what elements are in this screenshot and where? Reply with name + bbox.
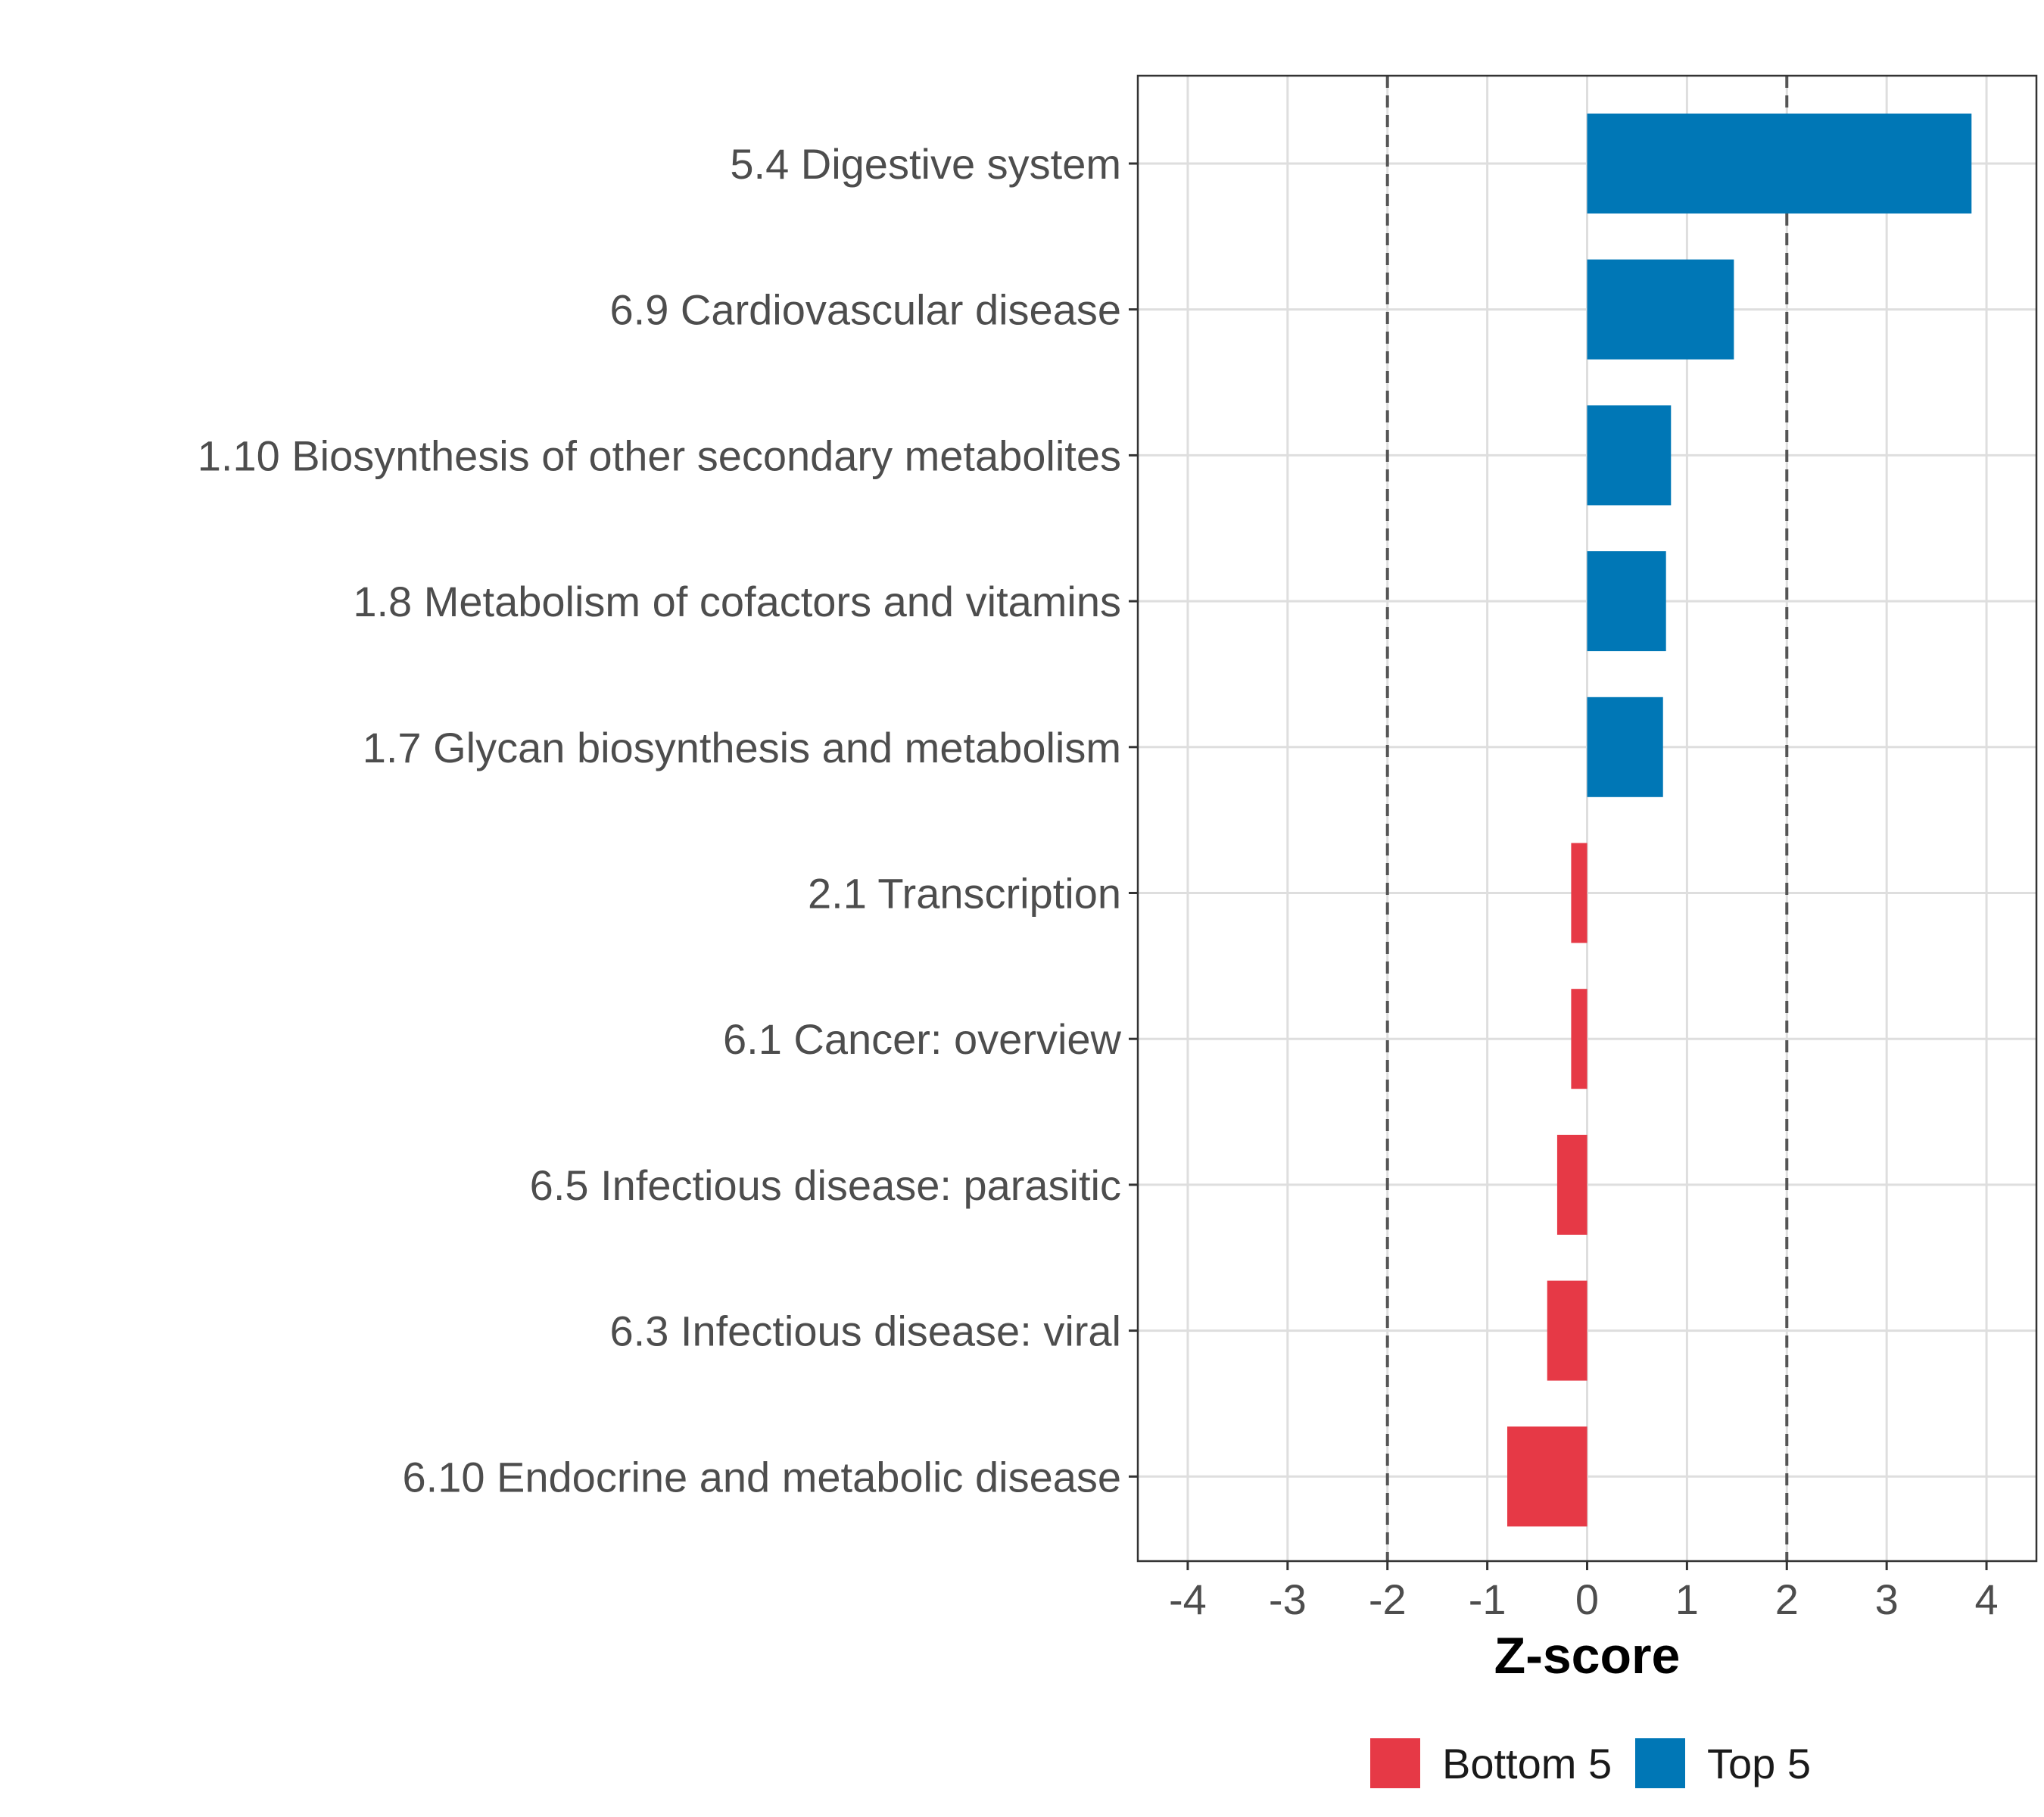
x-tick-label-5: 1 xyxy=(1675,1575,1699,1623)
x-tick-label-8: 4 xyxy=(1974,1575,1998,1623)
x-tick-label-0: -4 xyxy=(1169,1575,1207,1623)
legend-label-1: Top 5 xyxy=(1707,1740,1811,1787)
bars xyxy=(1507,114,1972,1527)
y-axis: 5.4 Digestive system 6.9 Cardiovascular d… xyxy=(198,140,1138,1501)
category-label-5: 2.1 Transcription xyxy=(808,870,1121,918)
x-tick-label-3: -1 xyxy=(1469,1575,1507,1623)
x-tick-label-1: -3 xyxy=(1269,1575,1307,1623)
category-label-2: 1.10 Biosynthesis of other secondary met… xyxy=(198,432,1121,479)
category-label-0: 5.4 Digestive system xyxy=(730,140,1121,188)
bar-2 xyxy=(1587,405,1672,506)
x-tick-label-6: 2 xyxy=(1775,1575,1799,1623)
category-label-3: 1.8 Metabolism of cofactors and vitamins xyxy=(353,578,1121,625)
category-label-7: 6.5 Infectious disease: parasitic xyxy=(530,1161,1121,1209)
category-label-6: 6.1 Cancer: overview xyxy=(723,1015,1122,1063)
legend: Bottom 5 Top 5 xyxy=(1370,1738,1811,1788)
bar-4 xyxy=(1587,697,1663,797)
bar-1 xyxy=(1587,259,1734,360)
category-label-9: 6.10 Endocrine and metabolic disease xyxy=(402,1453,1121,1501)
bar-6 xyxy=(1571,989,1588,1089)
reference-lines xyxy=(1385,76,1789,1561)
bar-9 xyxy=(1507,1426,1588,1527)
x-axis: -4 -3 -2 -1 0 1 2 3 4 xyxy=(1169,1561,1999,1623)
x-tick-label-7: 3 xyxy=(1875,1575,1899,1623)
bar-8 xyxy=(1547,1280,1588,1381)
bar-5 xyxy=(1571,843,1588,943)
category-label-8: 6.3 Infectious disease: viral xyxy=(610,1307,1121,1355)
legend-key-0 xyxy=(1370,1738,1420,1788)
category-label-1: 6.9 Cardiovascular disease xyxy=(610,286,1121,334)
legend-key-1 xyxy=(1635,1738,1685,1788)
bar-7 xyxy=(1556,1134,1588,1235)
x-tick-label-2: -2 xyxy=(1369,1575,1407,1623)
x-axis-title: Z-score xyxy=(1494,1627,1681,1685)
x-tick-label-4: 0 xyxy=(1575,1575,1599,1623)
legend-label-0: Bottom 5 xyxy=(1442,1740,1612,1787)
category-label-4: 1.7 Glycan biosynthesis and metabolism xyxy=(363,724,1121,771)
bar-3 xyxy=(1587,551,1666,652)
bar-0 xyxy=(1587,114,1972,213)
